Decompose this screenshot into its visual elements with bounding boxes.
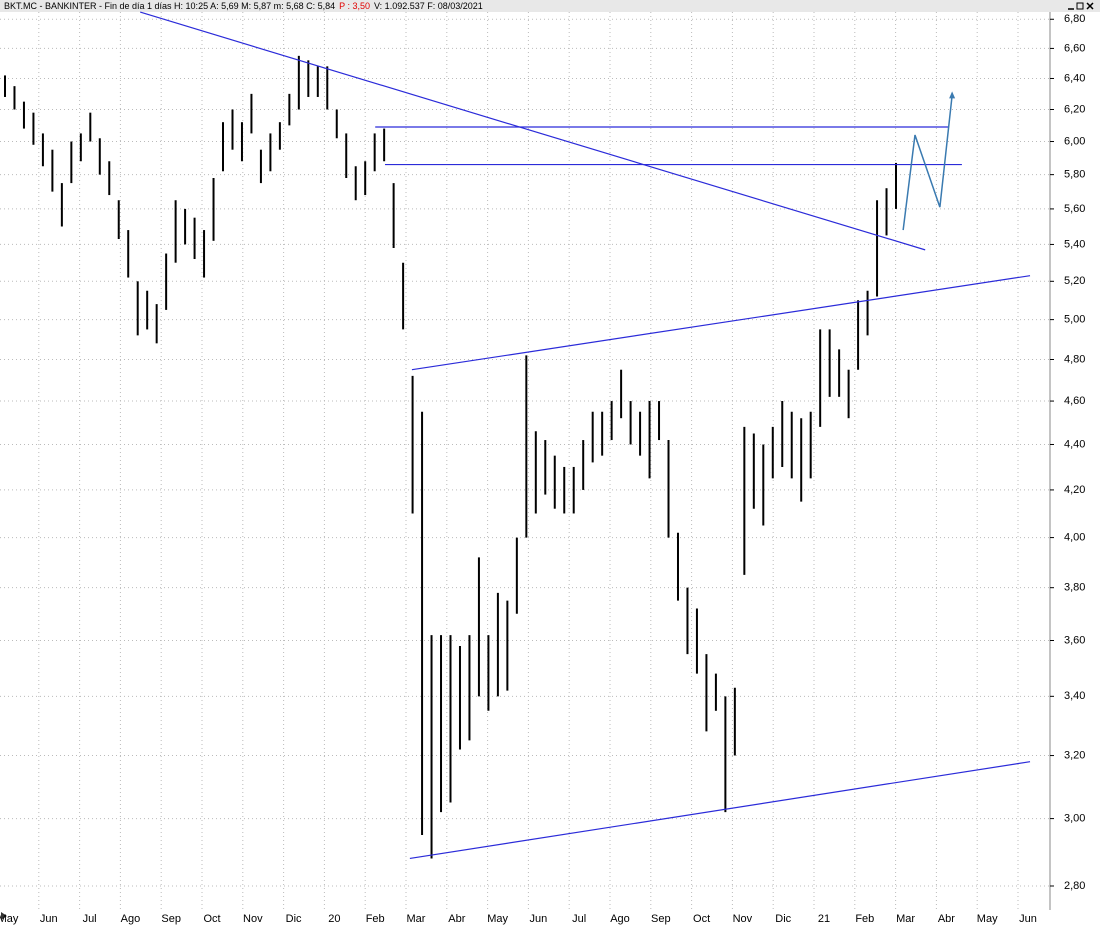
y-tick-label: 4,00: [1064, 531, 1085, 543]
x-tick-label: Abr: [448, 913, 465, 925]
trend-line: [140, 11, 926, 251]
header-text: V: 1.092.537 F: 08/03/2021: [374, 1, 483, 11]
x-tick-label: May: [977, 913, 998, 925]
trend-line: [411, 275, 1031, 371]
y-tick-label: 5,80: [1064, 169, 1085, 181]
x-tick-label: May: [0, 913, 19, 925]
y-tick-label: 3,80: [1064, 582, 1085, 594]
header-text: BKT.MC - BANKINTER - Fin de día 1 días H…: [4, 1, 336, 11]
x-tick-label: 20: [328, 913, 340, 925]
window-buttons: [1068, 2, 1094, 10]
x-tick-label: Sep: [161, 913, 181, 925]
y-tick-label: 3,60: [1064, 634, 1085, 646]
y-tick-label: 3,20: [1064, 749, 1085, 761]
projection-path: [902, 95, 953, 231]
x-tick-label: Mar: [407, 913, 426, 925]
trend-line: [409, 761, 1031, 860]
x-tick-label: Nov: [243, 913, 263, 925]
x-tick-label: Ago: [610, 913, 630, 925]
x-tick-label: Jun: [40, 913, 58, 925]
x-tick-label: Jul: [572, 913, 586, 925]
x-tick-label: May: [487, 913, 508, 925]
x-tick-label: Sep: [651, 913, 671, 925]
x-tick-label: Dic: [286, 913, 302, 925]
projection-arrowhead: [949, 91, 956, 99]
x-tick-label: Abr: [938, 913, 955, 925]
x-tick-label: Feb: [366, 913, 385, 925]
title-bar: BKT.MC - BANKINTER - Fin de día 1 días H…: [0, 0, 1100, 12]
x-tick-label: Jul: [83, 913, 97, 925]
x-tick-label: 21: [818, 913, 830, 925]
y-tick-label: 5,60: [1064, 203, 1085, 215]
x-tick-label: Oct: [693, 913, 710, 925]
x-tick-label: Nov: [733, 913, 753, 925]
y-tick-label: 6,40: [1064, 72, 1085, 84]
y-tick-label: 5,40: [1064, 238, 1085, 250]
y-tick-label: 6,20: [1064, 103, 1085, 115]
y-tick-label: 3,40: [1064, 690, 1085, 702]
y-tick-label: 4,20: [1064, 484, 1085, 496]
x-tick-label: Feb: [855, 913, 874, 925]
y-tick-label: 2,80: [1064, 880, 1085, 892]
y-tick-label: 4,40: [1064, 438, 1085, 450]
y-tick-label: 4,60: [1064, 395, 1085, 407]
x-tick-label: Jun: [1019, 913, 1037, 925]
y-tick-label: 6,80: [1064, 13, 1085, 25]
x-tick-label: Mar: [896, 913, 915, 925]
x-tick-label: Dic: [775, 913, 791, 925]
y-tick-label: 6,60: [1064, 42, 1085, 54]
x-tick-label: Jun: [530, 913, 548, 925]
y-tick-label: 4,80: [1064, 353, 1085, 365]
scroll-arrow[interactable]: [1, 912, 7, 920]
x-tick-label: Oct: [203, 913, 220, 925]
x-tick-label: Ago: [121, 913, 141, 925]
y-tick-label: 5,20: [1064, 275, 1085, 287]
y-tick-label: 3,00: [1064, 812, 1085, 824]
y-tick-label: 5,00: [1064, 314, 1085, 326]
y-tick-label: 6,00: [1064, 135, 1085, 147]
header-text: P : 3,50: [339, 1, 371, 11]
